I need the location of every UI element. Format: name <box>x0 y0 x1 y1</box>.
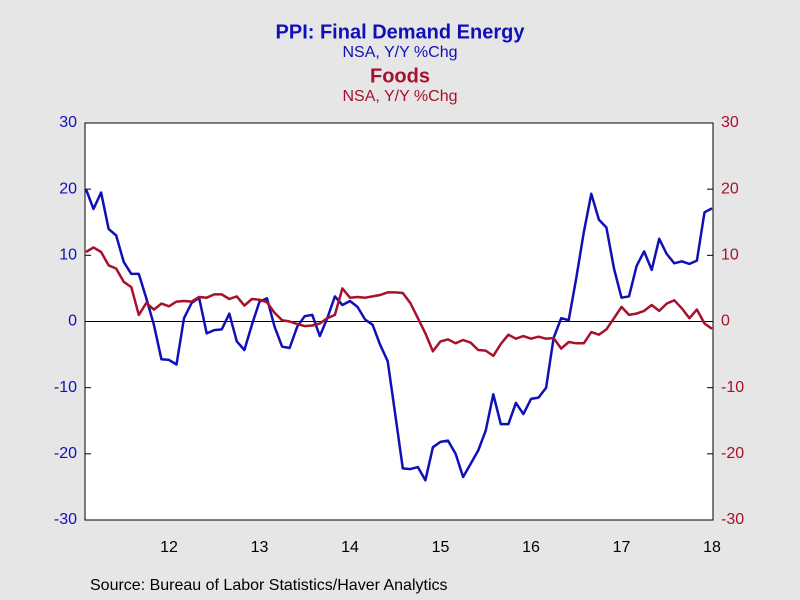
x-tick-label: 15 <box>432 539 450 556</box>
x-tick-label: 12 <box>160 539 178 556</box>
y-tick-label: -10 <box>54 379 77 396</box>
y2-tick-label: 10 <box>721 247 739 264</box>
series-line <box>84 188 713 482</box>
series-unit: NSA, Y/Y %Chg <box>342 88 457 105</box>
y2-tick-label: -10 <box>721 379 744 396</box>
x-tick-label: 17 <box>613 539 631 556</box>
y-tick-label: 20 <box>59 180 77 197</box>
y-tick-label: -20 <box>54 445 77 462</box>
y2-tick-label: 0 <box>721 313 730 330</box>
series-line <box>85 246 713 358</box>
series-title: Foods <box>370 65 430 87</box>
y-tick-label: 30 <box>59 114 77 131</box>
x-tick-label: 14 <box>341 539 359 556</box>
y-tick-label: 10 <box>59 247 77 264</box>
y-tick-label: -30 <box>54 511 77 528</box>
series-unit: NSA, Y/Y %Chg <box>342 44 457 61</box>
x-tick-label: 13 <box>251 539 269 556</box>
y2-tick-label: -20 <box>721 445 744 462</box>
chart-title: PPI: Final Demand Energy <box>276 21 526 43</box>
y2-tick-label: 20 <box>721 180 739 197</box>
x-tick-label: 18 <box>703 539 721 556</box>
y2-tick-label: 30 <box>721 114 739 131</box>
source-note: Source: Bureau of Labor Statistics/Haver… <box>90 577 448 594</box>
y2-tick-label: -30 <box>721 511 744 528</box>
x-tick-label: 16 <box>522 539 540 556</box>
y-tick-label: 0 <box>68 313 77 330</box>
